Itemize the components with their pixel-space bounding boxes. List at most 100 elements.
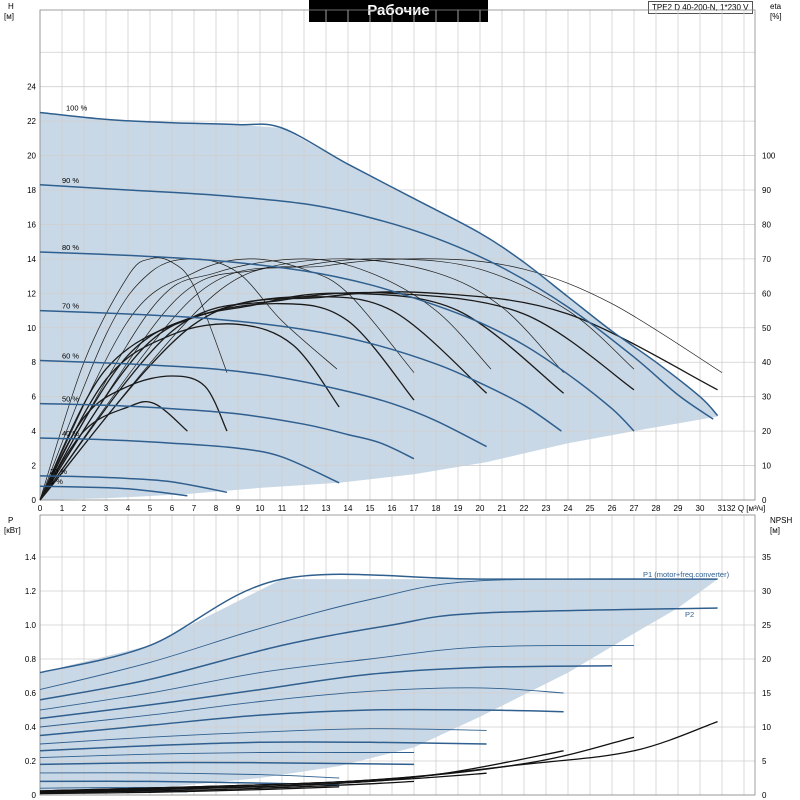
y-tick-label-left: 2 xyxy=(32,462,37,471)
y-tick-label-right: 5 xyxy=(762,757,767,766)
npsh-curve xyxy=(39,780,415,794)
y-tick-label-right: 25 xyxy=(762,621,771,630)
y-tick-label-left: 1.0 xyxy=(25,621,37,630)
operating-area-bottom xyxy=(40,579,718,792)
x-tick-label: 28 xyxy=(652,504,661,513)
x-tick-label: 22 xyxy=(520,504,529,513)
y-axis-label-right: eta xyxy=(770,2,782,11)
x-tick-label: 3 xyxy=(104,504,109,513)
power-curve xyxy=(39,761,415,766)
y-axis-unit-right: [м] xyxy=(770,526,780,535)
x-tick-label: 13 xyxy=(322,504,331,513)
y-tick-label-left: 4 xyxy=(32,427,37,436)
power-curve xyxy=(39,578,718,691)
y-tick-label-right: 20 xyxy=(762,427,771,436)
y-tick-label-left: 0.4 xyxy=(25,723,37,732)
head-curve xyxy=(39,359,487,448)
power-curve xyxy=(39,644,635,711)
y-tick-label-right: 80 xyxy=(762,220,771,229)
x-tick-label: 15 xyxy=(366,504,375,513)
y-tick-label-right: 40 xyxy=(762,358,771,367)
head-curve-label: 40 % xyxy=(62,429,79,438)
x-tick-label: 4 xyxy=(126,504,131,513)
y-tick-label-left: 10 xyxy=(27,324,36,333)
head-curve-label: 80 % xyxy=(62,243,79,252)
efficiency-curve xyxy=(39,291,718,501)
y-axis-unit-left: [м] xyxy=(4,12,14,21)
x-tick-label: 31 xyxy=(718,504,727,513)
plot-frame-bottom xyxy=(39,514,756,796)
x-tick-label: 8 xyxy=(214,504,219,513)
x-tick-label: 5 xyxy=(148,504,153,513)
y-tick-label-left: 14 xyxy=(27,255,36,264)
y-axis-label-left: H xyxy=(8,2,14,11)
x-tick-label: 24 xyxy=(564,504,573,513)
y-tick-label-right: 90 xyxy=(762,186,771,195)
y-tick-label-left: 16 xyxy=(27,220,36,229)
head-curve xyxy=(39,111,719,417)
y-tick-label-left: 12 xyxy=(27,289,36,298)
x-tick-label: 14 xyxy=(344,504,353,513)
y-tick-label-left: 0.6 xyxy=(25,689,37,698)
power-curve xyxy=(39,741,487,752)
y-tick-label-right: 60 xyxy=(762,289,771,298)
y-tick-label-left: 1.4 xyxy=(25,553,37,562)
power-curve xyxy=(39,728,487,745)
x-tick-label: 2 xyxy=(82,504,87,513)
y-tick-label-left: 18 xyxy=(27,186,36,195)
y-tick-label-right: 50 xyxy=(762,324,771,333)
y-tick-label-right: 70 xyxy=(762,255,771,264)
x-tick-label: 18 xyxy=(432,504,441,513)
y-axis-unit-right: [%] xyxy=(770,12,782,21)
head-curve xyxy=(39,475,228,494)
power-curve xyxy=(39,751,414,759)
y-tick-label-right: 100 xyxy=(762,152,776,161)
x-tick-label: 19 xyxy=(454,504,463,513)
y-axis-label-right: NPSH xyxy=(770,516,792,525)
head-curve-label: 70 % xyxy=(62,302,79,311)
y-tick-label-right: 30 xyxy=(762,393,771,402)
y-tick-label-right: 30 xyxy=(762,587,771,596)
x-tick-label: 29 xyxy=(674,504,683,513)
plot-frame-top xyxy=(39,9,756,501)
y-axis-unit-left: [кВт] xyxy=(4,526,21,535)
head-curve-label: 60 % xyxy=(62,352,79,361)
x-tick-label: 21 xyxy=(498,504,507,513)
y-axis-label-left: P xyxy=(8,516,13,525)
y-tick-label-left: 22 xyxy=(27,117,36,126)
x-tick-label: 26 xyxy=(608,504,617,513)
npsh-curve xyxy=(39,720,718,792)
head-curve-label: 20 % xyxy=(50,467,67,476)
y-tick-label-left: 1.2 xyxy=(25,587,37,596)
npsh-curve xyxy=(39,786,340,795)
x-tick-label: 6 xyxy=(170,504,175,513)
power-curve xyxy=(39,665,613,720)
x-axis-label: 32 Q [м³/ч] xyxy=(727,504,766,513)
x-tick-label: 1 xyxy=(60,504,65,513)
head-curve-label: 50 % xyxy=(62,395,79,404)
y-tick-label-right: 35 xyxy=(762,553,771,562)
efficiency-curve xyxy=(39,291,635,501)
x-tick-label: 20 xyxy=(476,504,485,513)
y-tick-label-right: 20 xyxy=(762,655,771,664)
y-tick-label-right: 15 xyxy=(762,689,771,698)
power-curve xyxy=(39,708,564,737)
head-curve xyxy=(39,251,635,432)
y-tick-label-left: 20 xyxy=(27,152,36,161)
x-tick-label: 0 xyxy=(38,504,43,513)
head-curve xyxy=(39,184,714,420)
y-tick-label-left: 0 xyxy=(32,496,37,505)
y-tick-label-right: 0 xyxy=(762,791,767,800)
x-tick-label: 10 xyxy=(256,504,265,513)
grid-bottom xyxy=(39,515,755,796)
y-tick-label-left: 8 xyxy=(32,358,37,367)
y-tick-label-left: 6 xyxy=(32,393,37,402)
y-tick-label-right: 0 xyxy=(762,496,767,505)
x-tick-label: 7 xyxy=(192,504,197,513)
power-curve xyxy=(39,687,564,728)
power-curve xyxy=(39,607,718,701)
head-curve-label: 1 % xyxy=(50,477,63,486)
x-tick-label: 27 xyxy=(630,504,639,513)
power-curve xyxy=(39,772,340,779)
